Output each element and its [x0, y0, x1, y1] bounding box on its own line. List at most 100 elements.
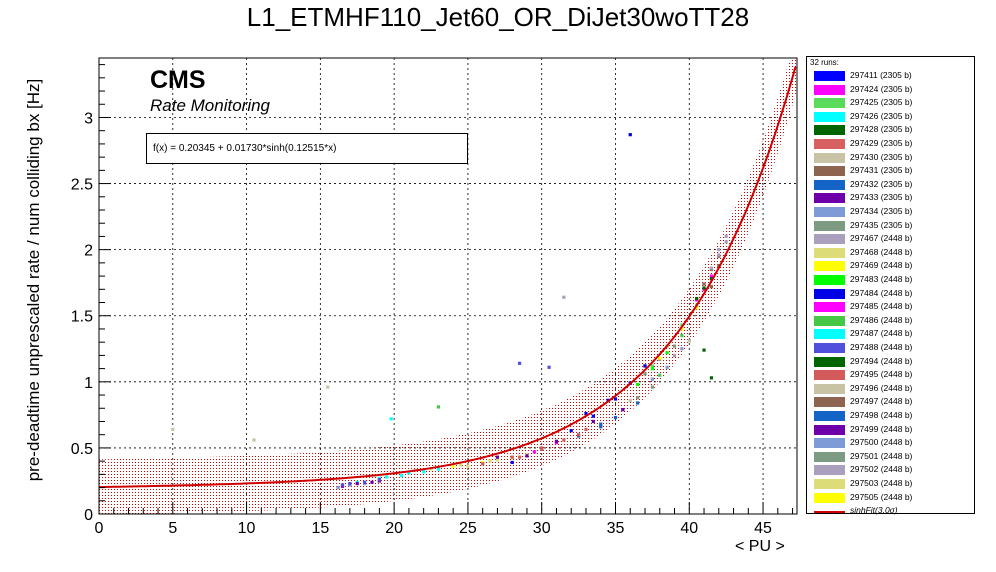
legend-label: 297495 (2448 b)	[850, 369, 913, 380]
legend-item: 297432 (2305 b)	[807, 178, 974, 191]
data-point-29	[717, 253, 721, 257]
legend-label: 297425 (2305 b)	[850, 97, 913, 108]
data-point-6	[628, 398, 632, 402]
y-tick-label: 0.5	[71, 441, 93, 458]
legend-item: 297467 (2448 b)	[807, 232, 974, 245]
legend-label: 297430 (2305 b)	[850, 151, 913, 162]
data-point-20	[517, 361, 522, 365]
data-point-25	[599, 425, 603, 429]
legend-item: 297496 (2448 b)	[807, 382, 974, 395]
data-point-23	[171, 427, 175, 432]
data-point-31	[658, 356, 662, 360]
legend-item: 297469 (2448 b)	[807, 259, 974, 272]
legend-item: 297486 (2448 b)	[807, 314, 974, 327]
data-point-12	[709, 266, 714, 270]
legend-label: sinhFit(3.0σ)	[850, 505, 898, 516]
legend-swatch	[814, 179, 845, 190]
fit-formula-text: f(x) = 0.20345 + 0.01730*sinh(0.12515*x)	[153, 143, 337, 154]
fit-curve	[99, 66, 797, 489]
legend-item: 297499 (2448 b)	[807, 423, 974, 436]
legend-item: 297425 (2305 b)	[807, 96, 974, 109]
legend-swatch	[814, 139, 845, 149]
data-point-19	[389, 417, 393, 421]
data-point-11	[672, 344, 677, 348]
legend-label: 297484 (2448 b)	[850, 287, 913, 298]
legend-label: 297467 (2448 b)	[850, 233, 913, 244]
data-point-24	[709, 285, 714, 289]
data-point-12	[562, 295, 566, 299]
data-point-0	[510, 460, 514, 465]
data-point-27	[650, 377, 654, 381]
legend-item: 297500 (2448 b)	[807, 436, 974, 449]
legend-label: 297501 (2448 b)	[850, 450, 913, 461]
legend-label: 297497 (2448 b)	[850, 396, 913, 407]
data-point-0	[569, 429, 573, 433]
y-axis-label: pre-deadtime unprescaled rate / num coll…	[24, 78, 43, 482]
legend-label: 297494 (2448 b)	[850, 355, 913, 366]
legend-label: 297499 (2448 b)	[850, 423, 913, 434]
data-point-20	[377, 478, 381, 482]
data-point-2	[680, 323, 684, 327]
chart-title: L1_ETMHF110_Jet60_OR_DiJet30woTT28	[246, 2, 750, 32]
legend-item: 297503 (2448 b)	[807, 477, 974, 490]
legend-item: 297502 (2448 b)	[807, 463, 974, 476]
x-tick-label: 40	[680, 520, 698, 537]
data-point-28	[636, 396, 640, 400]
legend-label: 297429 (2305 b)	[850, 138, 913, 148]
data-point-8	[599, 422, 603, 426]
legend-label: 297488 (2448 b)	[850, 342, 913, 352]
legend-item: 297424 (2305 b)	[807, 83, 974, 96]
y-tick-label: 1	[84, 375, 93, 392]
plot-frame	[98, 57, 798, 515]
data-point-4	[702, 286, 706, 290]
legend-item: 297495 (2448 b)	[807, 368, 974, 381]
legend-swatch	[814, 424, 845, 435]
data-point-22	[576, 433, 581, 437]
data-point-18	[658, 373, 662, 377]
x-tick-label: 5	[168, 520, 177, 537]
data-point-20	[340, 483, 345, 487]
data-point-4	[709, 277, 714, 281]
legend: 32 runs: 297411 (2305 b) 297424 (2305 b) 2…	[806, 56, 975, 516]
legend-label: 297483 (2448 b)	[850, 274, 913, 284]
legend-item: 297483 (2448 b)	[807, 273, 974, 286]
data-point-25	[636, 401, 640, 405]
data-point-7	[702, 282, 706, 286]
legend-item: 297468 (2448 b)	[807, 246, 974, 259]
data-point-26	[495, 455, 500, 459]
y-tick-label: 0	[84, 507, 93, 524]
legend-swatch	[814, 370, 845, 381]
data-point-15	[665, 351, 669, 355]
data-point-15	[650, 367, 654, 371]
data-point-20	[547, 365, 551, 369]
legend-swatch	[814, 315, 845, 326]
legend-swatch	[814, 302, 845, 313]
legend-swatch	[814, 397, 845, 408]
legend-item: 297488 (2448 b)	[807, 341, 974, 354]
legend-label: 297498 (2448 b)	[850, 410, 913, 420]
data-point-22	[540, 446, 544, 450]
legend-swatch	[814, 288, 845, 299]
legend-swatch	[814, 234, 845, 245]
legend-item: 297426 (2305 b)	[807, 110, 974, 123]
legend-label: 297503 (2448 b)	[850, 478, 913, 488]
data-point-30	[458, 463, 463, 467]
data-point-10	[336, 485, 340, 490]
legend-item: 297434 (2305 b)	[807, 205, 974, 218]
data-point-13	[495, 458, 500, 462]
data-point-12	[724, 234, 728, 239]
data-point-5	[584, 427, 588, 432]
y-tick-label: 3	[84, 110, 93, 127]
data-point-11	[643, 372, 647, 376]
data-point-15	[636, 382, 640, 387]
data-point-16	[584, 411, 588, 416]
data-point-6	[326, 385, 330, 389]
data-point-21	[709, 376, 714, 380]
legend-label: 297424 (2305 b)	[850, 83, 913, 94]
data-point-0	[613, 397, 618, 401]
y-tick-label: 1.5	[71, 309, 93, 326]
data-point-29	[724, 240, 728, 244]
legend-swatch	[814, 343, 845, 353]
legend-label: 297487 (2448 b)	[850, 328, 913, 339]
legend-swatch	[814, 193, 845, 204]
